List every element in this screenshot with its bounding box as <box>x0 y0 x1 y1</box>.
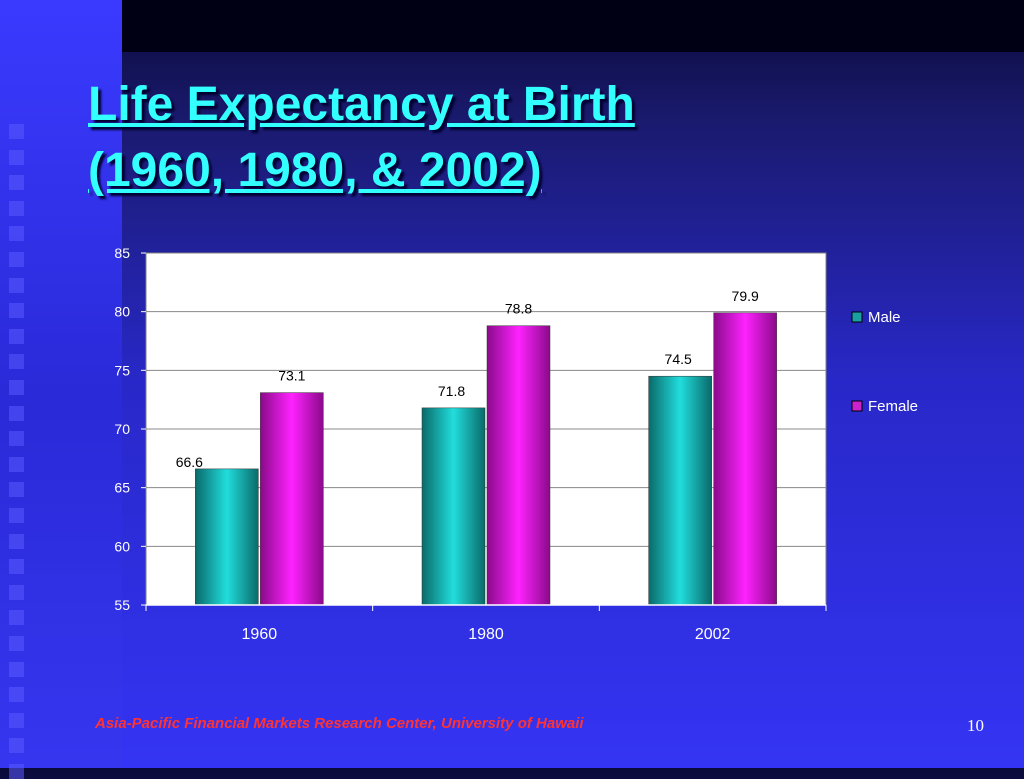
top-dark-band <box>122 0 1024 52</box>
bar-female <box>486 325 551 606</box>
data-label: 79.9 <box>732 288 759 304</box>
data-label: 71.8 <box>438 383 465 399</box>
decorative-square <box>9 712 24 728</box>
slide-title: Life Expectancy at Birth (1960, 1980, & … <box>88 72 635 204</box>
decorative-square <box>9 482 24 498</box>
decorative-square <box>9 380 24 395</box>
source-footer: Asia-Pacific Financial Markets Research … <box>95 715 584 732</box>
x-tick-label: 1980 <box>468 626 504 643</box>
x-tick-label: 1960 <box>242 626 278 643</box>
decorative-square <box>9 687 24 703</box>
y-tick-label: 55 <box>114 597 130 613</box>
page-number: 10 <box>967 716 984 735</box>
decorative-square <box>9 533 24 549</box>
bar-female <box>713 312 777 606</box>
decorative-square <box>9 328 24 344</box>
data-label: 78.8 <box>505 301 532 317</box>
legend-label-female: Female <box>868 398 918 415</box>
decorative-square <box>9 584 24 600</box>
legend-swatch-male <box>851 311 863 323</box>
decorative-square <box>9 636 24 651</box>
decorative-square <box>9 661 24 677</box>
data-label: 74.5 <box>665 351 692 367</box>
title-line-1: Life Expectancy at Birth <box>88 78 635 131</box>
decorative-square <box>9 277 24 293</box>
decorative-square <box>9 738 24 754</box>
y-tick-label: 70 <box>114 421 130 437</box>
life-expectancy-bar-chart: 66.6 73.1 71.8 78.8 74.5 79.9 55 60 65 70 75 80 85 1… <box>114 245 918 643</box>
bar-male <box>421 407 486 606</box>
decorative-square <box>9 559 24 575</box>
decorative-square <box>9 456 24 472</box>
bar-male <box>648 375 712 606</box>
decorative-square <box>9 508 24 523</box>
y-tick-label: 75 <box>114 362 130 378</box>
decorative-square <box>9 303 24 319</box>
data-label: 73.1 <box>278 368 305 384</box>
bar-female <box>260 392 324 606</box>
decorative-square <box>9 764 24 779</box>
decorative-square <box>9 124 24 139</box>
legend-swatch-female <box>851 400 863 412</box>
legend-label-male: Male <box>868 309 901 326</box>
decorative-square <box>9 175 24 191</box>
x-tick-label: 2002 <box>695 626 731 643</box>
decorative-square <box>9 149 24 165</box>
y-tick-label: 65 <box>114 480 130 496</box>
bar-male <box>195 468 259 606</box>
decorative-square <box>9 610 24 626</box>
decorative-square <box>9 226 24 242</box>
y-tick-label: 85 <box>114 245 130 261</box>
decorative-square <box>9 431 24 447</box>
left-decorative-strip <box>0 0 122 779</box>
decorative-square <box>9 252 24 267</box>
y-tick-label: 60 <box>114 538 130 554</box>
decorative-square <box>9 200 24 216</box>
y-tick-label: 80 <box>114 304 130 320</box>
data-label: 66.6 <box>176 454 203 470</box>
decorative-square <box>9 405 24 421</box>
title-line-2: (1960, 1980, & 2002) <box>88 144 542 197</box>
decorative-square <box>9 354 24 370</box>
